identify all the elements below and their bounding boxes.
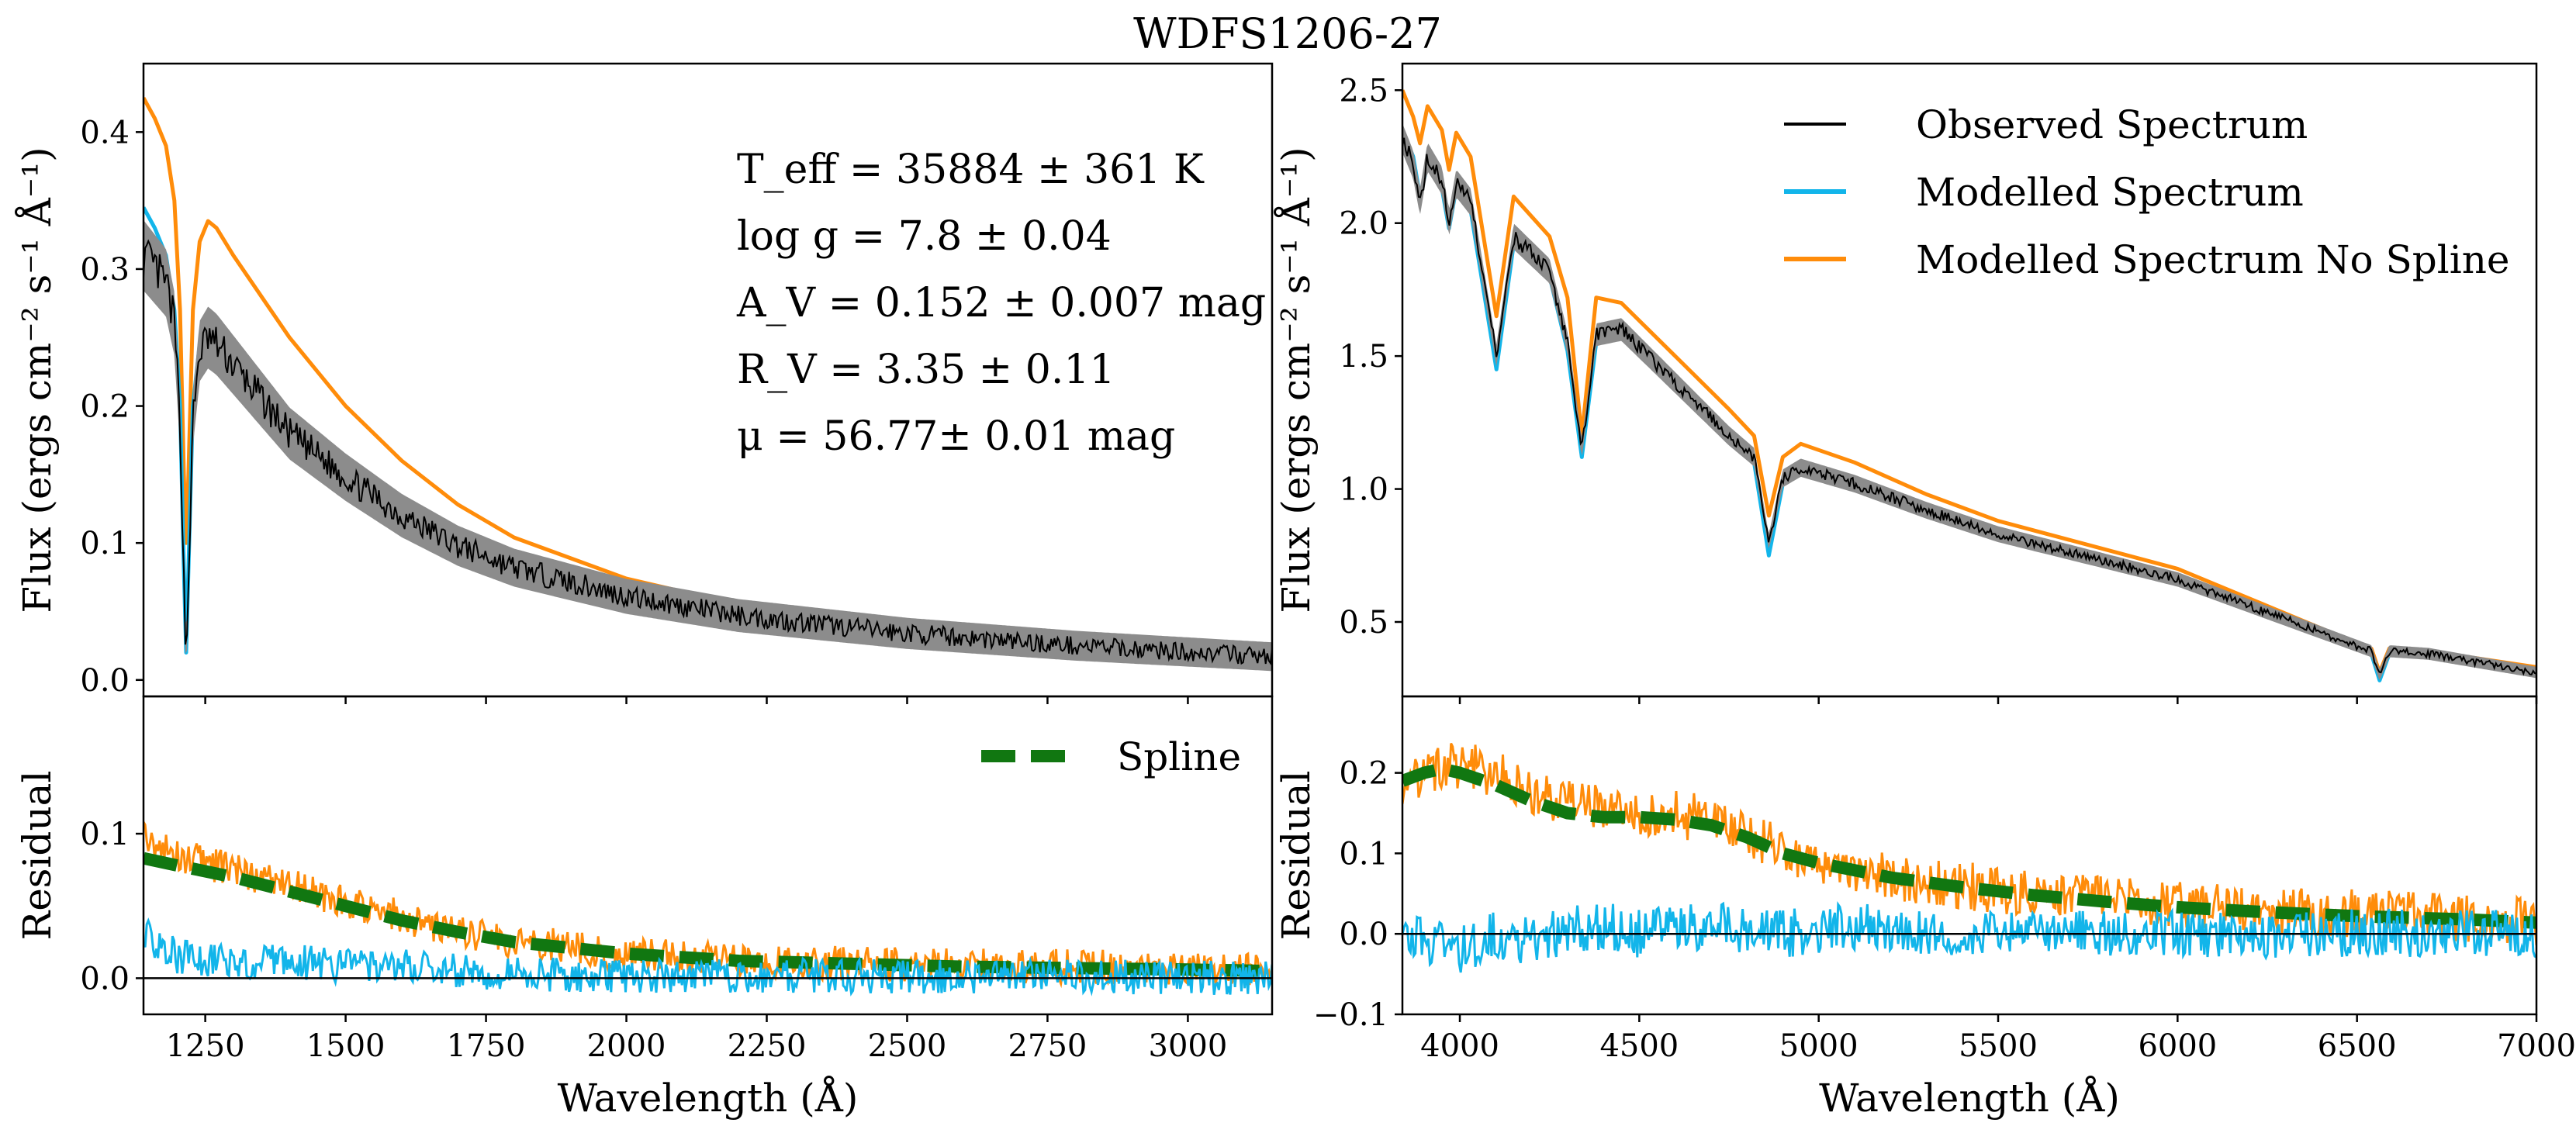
uv-residual-panel: 0.0 0.1 1250 1500 1750 2000 2250 2500 2750 3000 Wa… [15, 695, 1274, 1121]
teff-annotation: T_eff = 35884 ± 361 K [737, 147, 1205, 193]
y-tick-label: 0.3 [80, 252, 130, 288]
plot-area [1402, 89, 2536, 682]
plot-area [1402, 742, 2536, 973]
x-axis-label: Wavelength (Å) [1819, 1075, 2120, 1121]
x-tick-label: 2000 [587, 1028, 666, 1064]
y-axis-label: Residual [1274, 771, 1319, 941]
x-axis-label: Wavelength (Å) [558, 1075, 859, 1121]
y-tick-label: 1.0 [1339, 472, 1388, 508]
legend-spline-label: Spline [1117, 734, 1241, 779]
figure-title: WDFS1206-27 [1133, 9, 1442, 58]
x-tick-label: 6000 [2138, 1028, 2217, 1064]
x-tick-label: 5500 [1959, 1028, 2038, 1064]
uv-spectrum-panel: 0.0 0.1 0.2 0.3 0.4 Flux (ergs cm⁻² s⁻¹ Å⁻¹) [14, 62, 1274, 704]
legend-observed-label: Observed Spectrum [1916, 102, 2308, 147]
y-tick-label: 2.5 [1339, 73, 1388, 109]
y-tick-label: 1.5 [1339, 339, 1388, 375]
optical-spectrum-panel: 0.5 1.0 1.5 2.0 2.5 Flux (ergs cm⁻² s⁻¹ Å⁻¹) [1273, 62, 2538, 704]
y-tick-label: −0.1 [1313, 997, 1388, 1033]
mu-annotation: μ = 56.77± 0.01 mag [737, 413, 1175, 460]
y-tick-label: 0.1 [80, 526, 130, 561]
legend-model-label: Modelled Spectrum [1916, 170, 2304, 215]
y-tick-label: 2.0 [1339, 206, 1388, 242]
x-tick-label: 7000 [2497, 1028, 2576, 1064]
x-tick-label: 1250 [166, 1028, 245, 1064]
residual-no-spline-line [143, 821, 1272, 989]
plot-area [143, 821, 1272, 997]
axes-frame [142, 695, 1274, 1016]
rv-annotation: R_V = 3.35 ± 0.11 [737, 347, 1115, 393]
x-tick-label: 4000 [1420, 1028, 1499, 1064]
y-axis-label: Residual [15, 771, 60, 941]
y-tick-label: 0.4 [80, 115, 130, 150]
plot-area [143, 96, 1272, 672]
axes-frame [1401, 695, 2538, 1016]
y-axis-label: Flux (ergs cm⁻² s⁻¹ Å⁻¹) [14, 147, 60, 613]
x-tick-label: 2750 [1008, 1028, 1087, 1064]
logg-annotation: log g = 7.8 ± 0.04 [737, 213, 1112, 260]
y-tick-label: 0.2 [1339, 756, 1388, 792]
optical-residual-panel: −0.1 0.0 0.1 0.2 4000 4500 5000 5500 6000 6500 700… [1274, 695, 2576, 1121]
x-tick-label: 6500 [2318, 1028, 2397, 1064]
observed-spectrum-line [143, 239, 1272, 665]
x-tick-label: 1500 [306, 1028, 386, 1064]
y-tick-label: 0.5 [1339, 605, 1388, 641]
av-annotation: A_V = 0.152 ± 0.007 mag [736, 280, 1266, 326]
x-tick-label: 5000 [1779, 1028, 1859, 1064]
uv-residual-legend: Spline [981, 734, 1241, 779]
x-tick-label: 2250 [728, 1028, 807, 1064]
y-tick-label: 0.0 [80, 663, 130, 699]
y-tick-label: 0.0 [80, 961, 130, 997]
x-tick-label: 1750 [447, 1028, 526, 1064]
y-tick-label: 0.0 [1339, 917, 1388, 952]
residual-model-line [143, 917, 1272, 997]
y-tick-label: 0.1 [80, 817, 130, 852]
legend-nospline-label: Modelled Spectrum No Spline [1916, 237, 2510, 282]
x-tick-label: 4500 [1599, 1028, 1679, 1064]
optical-legend: Observed Spectrum Modelled Spectrum Mode… [1784, 102, 2510, 282]
spline-line [1402, 762, 2536, 929]
fit-parameters: T_eff = 35884 ± 361 K log g = 7.8 ± 0.04… [736, 147, 1266, 460]
y-tick-label: 0.1 [1339, 836, 1388, 872]
y-axis-label: Flux (ergs cm⁻² s⁻¹ Å⁻¹) [1273, 147, 1319, 613]
y-tick-label: 0.2 [80, 389, 130, 425]
x-tick-label: 2500 [868, 1028, 947, 1064]
observed-spectrum-line [1402, 137, 2536, 676]
x-tick-label: 3000 [1149, 1028, 1228, 1064]
